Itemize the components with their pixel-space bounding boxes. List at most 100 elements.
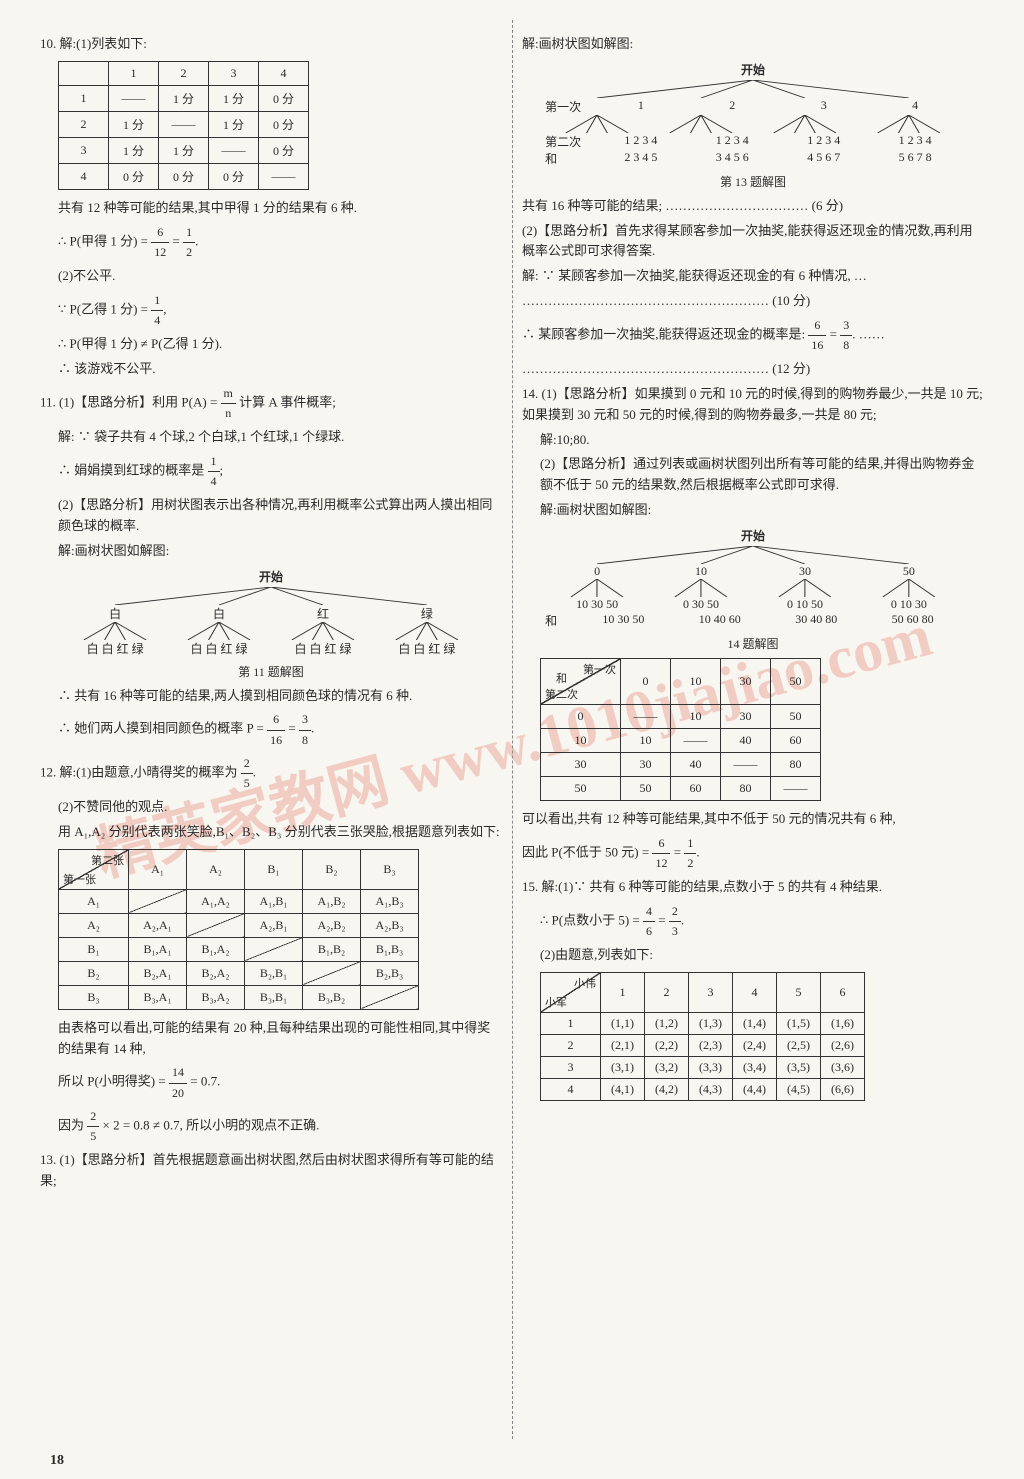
- q15-table: 小伟 小军 1 2 3 4 5 6 1(1,1)(1,2)(1,3)(1,4)(…: [540, 972, 865, 1101]
- fraction: 616: [808, 316, 826, 355]
- th: 3: [689, 972, 733, 1012]
- node: 3 4 5 6: [687, 150, 778, 167]
- cell: A₂: [59, 913, 129, 937]
- cell: B₂,A₁: [129, 961, 187, 985]
- q12-e: 因为 25 × 2 = 0.8 ≠ 0.7, 所以小明的观点不正确.: [58, 1107, 502, 1146]
- cell: 40: [671, 752, 721, 776]
- cell: 4: [541, 1078, 601, 1100]
- cell: B₃,A₂: [187, 985, 245, 1009]
- cell: (2,1): [601, 1034, 645, 1056]
- cell: 50: [621, 776, 671, 800]
- q13b-e: ………………………………………………… (10 分): [522, 291, 984, 312]
- cell: (2,4): [733, 1034, 777, 1056]
- cell: 50: [541, 776, 621, 800]
- cell: (1,3): [689, 1012, 733, 1034]
- label: 第一次: [545, 98, 595, 115]
- cell: B₃,B₂: [303, 985, 361, 1009]
- q13-tree: 开始 第一次 1 2 3 4 第二次 1 2 3 4 1 2 3 4 1 2 3…: [545, 61, 961, 167]
- fraction: 38: [840, 316, 852, 355]
- cell: A₂,B₂: [303, 913, 361, 937]
- q13b-b: 共有 16 种等可能的结果; …………………………… (6 分): [522, 196, 984, 217]
- cell: B₃,B₁: [245, 985, 303, 1009]
- cell: 0 分: [259, 111, 309, 137]
- fraction: mn: [221, 384, 236, 423]
- cell: A₁,B₁: [245, 889, 303, 913]
- cell: B₃: [59, 985, 129, 1009]
- text: ∴ P(点数小于 5) =: [540, 912, 643, 927]
- cell: (1,4): [733, 1012, 777, 1034]
- node: 1 2 3 4: [595, 133, 686, 150]
- label: 和: [545, 612, 575, 629]
- node: 1: [595, 98, 686, 115]
- fraction: 23: [669, 902, 681, 941]
- cell: (4,3): [689, 1078, 733, 1100]
- cell: 80: [721, 776, 771, 800]
- fraction: 612: [151, 223, 169, 262]
- q14-e: 因此 P(不低于 50 元) = 612 = 12.: [522, 834, 984, 873]
- diag-top: 小伟: [574, 975, 596, 991]
- cell: A₁,B₃: [361, 889, 419, 913]
- node: 4: [869, 98, 960, 115]
- q13b-d: 解: ∵ 某顾客参加一次抽奖,能获得返还现金的有 6 种情况, …: [522, 266, 984, 287]
- fraction: 38: [299, 710, 311, 749]
- q11-c: (2)【思路分析】用树状图表示出各种情况,再利用概率公式算出两人摸出相同颜色球的…: [58, 495, 502, 537]
- th: 4: [733, 972, 777, 1012]
- th: 6: [821, 972, 865, 1012]
- q12-c: 由表格可以看出,可能的结果有 20 种,且每种结果出现的可能性相同,其中得奖的结…: [58, 1018, 502, 1060]
- node: 白 白 红 绿: [167, 640, 271, 657]
- text: ∴ 娟娟摸到红球的概率是: [58, 463, 208, 478]
- label: 和: [545, 150, 595, 167]
- cell: 1 分: [209, 111, 259, 137]
- cell: (2,5): [777, 1034, 821, 1056]
- text: 因此 P(不低于 50 元) =: [522, 844, 652, 859]
- text: ∵ P(乙得 1 分) =: [58, 301, 151, 316]
- fraction: 612: [652, 834, 670, 873]
- q14-b: (2)【思路分析】通过列表或画树状图列出所有等可能的结果,并得出购物券金额不低于…: [540, 454, 984, 496]
- th: 10: [671, 658, 721, 704]
- node: 白: [167, 605, 271, 622]
- text: 所以 P(小明得奖) =: [58, 1074, 169, 1089]
- q14-a: 解:10;80.: [540, 430, 984, 451]
- fraction: 14: [151, 291, 163, 330]
- cell: (2,2): [645, 1034, 689, 1056]
- th: 5: [777, 972, 821, 1012]
- q11-d: 解:画树状图如解图:: [58, 541, 502, 562]
- q11-b: ∴ 娟娟摸到红球的概率是 14;: [58, 452, 502, 491]
- fraction: 14: [208, 452, 220, 491]
- node: 绿: [375, 605, 479, 622]
- cell: ——: [671, 728, 721, 752]
- node: 0: [545, 564, 649, 579]
- cell: B₂,B₃: [361, 961, 419, 985]
- node: 1 2 3 4: [869, 133, 960, 150]
- text: × 2 = 0.8 ≠ 0.7, 所以小明的观点不正确.: [103, 1117, 320, 1132]
- cell: B₁,A₂: [187, 937, 245, 961]
- cell: 3: [59, 137, 109, 163]
- cell: (4,4): [733, 1078, 777, 1100]
- cell: 1 分: [109, 137, 159, 163]
- node: 50: [857, 564, 961, 579]
- cell: ——: [771, 776, 821, 800]
- q10-h4: 4: [259, 61, 309, 85]
- q14-c: 解:画树状图如解图:: [540, 500, 984, 521]
- q10-table: 1 2 3 4 1——1 分1 分0 分 21 分——1 分0 分 31 分1 …: [58, 61, 309, 190]
- cell: A₁: [59, 889, 129, 913]
- text: ∴ 某顾客参加一次抽奖,能获得返还现金的概率是:: [522, 326, 808, 341]
- q10-line-d: ∵ P(乙得 1 分) = 14,: [58, 291, 502, 330]
- q13b-c: (2)【思路分析】首先求得某顾客参加一次抽奖,能获得返还现金的情况数,再利用概率…: [522, 221, 984, 263]
- node: 10 40 60: [672, 612, 768, 629]
- q12-table: 第二张 第一张 A₁ A₂ B₁ B₂ B₃ A₁A₁,A₂A₁,B₁A₁,B₂…: [58, 849, 419, 1010]
- text: 计算 A 事件概率;: [239, 394, 336, 409]
- q10-h3: 3: [209, 61, 259, 85]
- q10-line-f: ∴ 该游戏不公平.: [58, 359, 502, 380]
- text: =: [658, 912, 669, 927]
- node: 10 30 50: [575, 612, 671, 629]
- cell: [303, 961, 361, 985]
- diag-header: 第二张 第一张: [59, 849, 129, 889]
- text: ∴ 她们两人摸到相同颜色的概率 P =: [58, 721, 267, 736]
- cell: A₂,B₃: [361, 913, 419, 937]
- cell: B₁: [59, 937, 129, 961]
- cell: [187, 913, 245, 937]
- node: 0 10 30: [857, 597, 961, 612]
- fraction: 25: [87, 1107, 99, 1146]
- cell: B₂,A₂: [187, 961, 245, 985]
